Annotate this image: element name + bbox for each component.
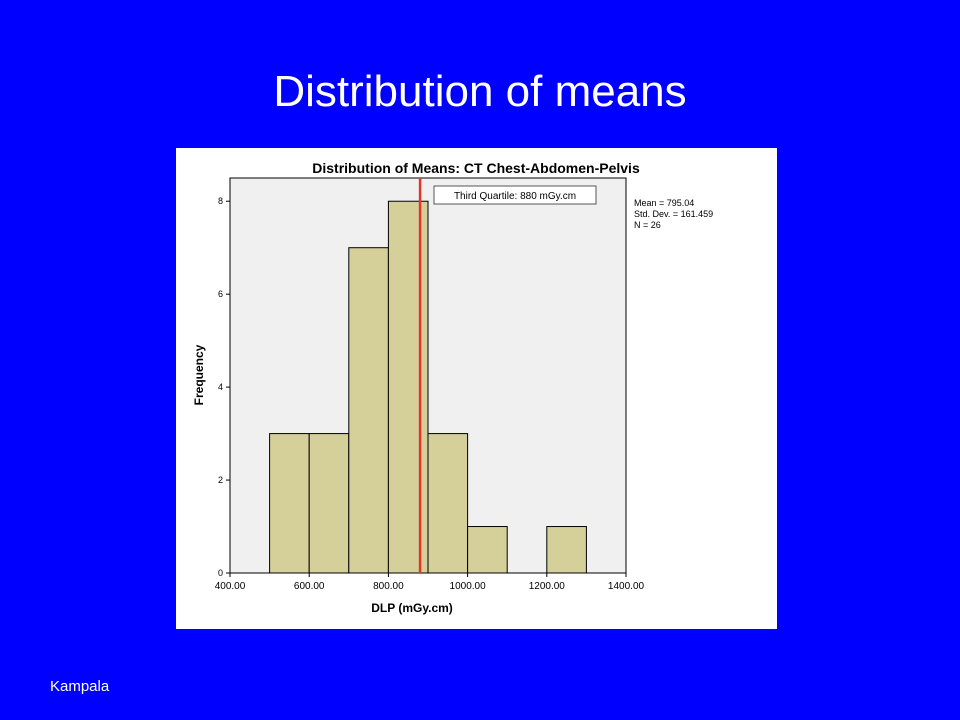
histogram-bar <box>467 526 508 574</box>
reference-layer: Third Quartile: 880 mGy.cm <box>418 178 597 573</box>
y-tick-label: 0 <box>218 568 223 578</box>
histogram-bar <box>546 526 587 574</box>
y-tick-label: 2 <box>218 475 223 485</box>
stats-line: Std. Dev. = 161.459 <box>634 209 713 219</box>
x-tick-label: 600.00 <box>294 581 325 592</box>
x-axis-label: DLP (mGy.cm) <box>371 601 453 615</box>
chart-svg: Distribution of Means: CT Chest-Abdomen-… <box>192 160 713 615</box>
chart-title: Distribution of Means: CT Chest-Abdomen-… <box>312 160 640 176</box>
y-tick-label: 8 <box>218 196 223 206</box>
reference-label-box <box>433 185 597 205</box>
y-tick-label: 4 <box>218 382 223 392</box>
histogram-chart: Distribution of Means: CT Chest-Abdomen-… <box>176 148 777 629</box>
histogram-bar <box>387 200 429 574</box>
stats-line: Mean = 795.04 <box>634 198 694 208</box>
x-tick-label: 800.00 <box>373 581 404 592</box>
histogram-bar <box>348 247 389 574</box>
x-tick-label: 400.00 <box>215 581 246 592</box>
footer-label: Kampala <box>50 678 110 695</box>
stats-line: N = 26 <box>634 220 661 230</box>
x-tick-label: 1400.00 <box>608 581 645 592</box>
axes-layer: 400.00 600.00 800.00 1000.00 1200.00 1400.00 0… <box>215 196 645 592</box>
y-axis-label: Frequency <box>192 344 206 405</box>
y-tick-label: 6 <box>218 289 223 299</box>
reference-label: Third Quartile: 880 mGy.cm <box>454 191 576 202</box>
slide-title: Distribution of means <box>273 67 687 116</box>
x-tick-label: 1200.00 <box>529 581 566 592</box>
histogram-bar <box>427 433 469 574</box>
x-tick-label: 1000.00 <box>450 581 487 592</box>
histogram-bar <box>269 433 310 574</box>
bars-layer <box>269 200 587 574</box>
histogram-bar <box>308 433 350 574</box>
